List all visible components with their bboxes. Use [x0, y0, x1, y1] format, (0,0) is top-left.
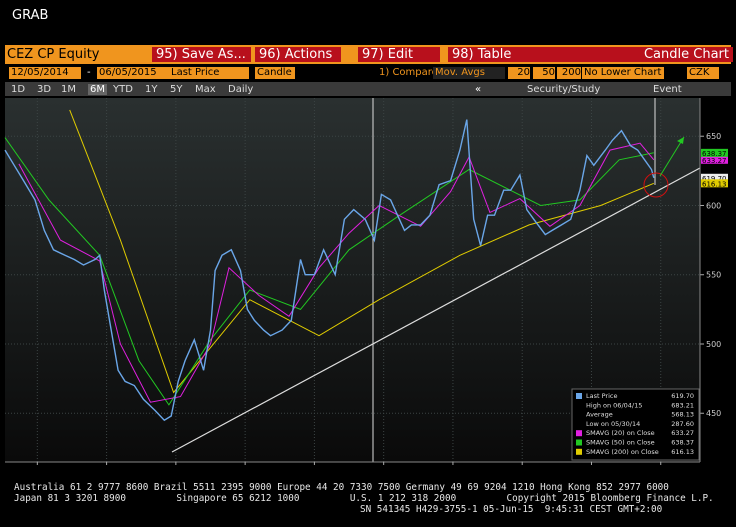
chart: 450500550600650MarJunSepDecMarJunSepDecM… — [4, 98, 728, 465]
tab[interactable]: 3D — [37, 84, 52, 95]
window-title: GRAB — [12, 8, 49, 23]
trend-line — [171, 167, 701, 453]
ma-field[interactable]: 20 — [508, 67, 530, 79]
ma-field[interactable]: 200 — [557, 67, 581, 79]
stat-label: Low on 05/30/14 — [586, 420, 640, 428]
value-badge — [701, 155, 728, 164]
menu-button[interactable]: 96) Actions — [255, 47, 341, 62]
value-badge-label: 638.37 — [702, 150, 727, 158]
lower-chart[interactable]: No Lower Chart — [582, 67, 664, 79]
chart-name: Candle Chart — [525, 47, 733, 62]
y-tick-label: 650 — [706, 132, 721, 141]
footer-line: SN 541345 H429-3755-1 05-Jun-15 9:45:31 … — [360, 504, 663, 515]
settings-bar: 12/05/2014 - 06/05/2015 Last Price Candl… — [5, 66, 731, 80]
legend-label: SMAVG (20) on Close — [586, 429, 655, 437]
y-tick-label: 600 — [706, 201, 721, 210]
stat-value: 568.13 — [671, 411, 694, 419]
series-line — [4, 119, 655, 422]
tab[interactable]: 6M — [88, 84, 107, 95]
legend-swatch — [576, 393, 582, 399]
menu-button[interactable]: 95) Save As... — [152, 47, 251, 62]
style-select[interactable]: Candle — [255, 67, 295, 79]
value-badge — [701, 148, 728, 157]
field-select[interactable]: Last Price — [169, 67, 249, 79]
compare-button[interactable]: 1) Compare — [379, 67, 438, 78]
tab-bar: 1D 3D 1M 6M YTD 1Y 5Y Max Daily « Security/Study… — [5, 82, 731, 96]
legend-swatch — [576, 430, 582, 437]
tab[interactable]: Daily — [228, 84, 254, 95]
stat-label: High on 06/04/15 — [586, 401, 642, 409]
study-button[interactable]: Security/Study — [527, 84, 601, 95]
legend-box — [571, 388, 700, 461]
y-tick-label: 450 — [706, 409, 721, 418]
legend-label: SMAVG (50) on Close — [586, 439, 655, 447]
legend-value: 616.13 — [671, 448, 694, 456]
mov-avgs[interactable]: Mov. Avgs — [433, 67, 505, 79]
value-badge-label: 619.70 — [702, 175, 727, 183]
series-line — [69, 109, 654, 394]
footer-line: Australia 61 2 9777 8600 Brazil 5511 239… — [14, 482, 669, 493]
legend-value: 638.37 — [671, 439, 694, 447]
stat-value: 683.21 — [671, 401, 694, 409]
legend-value: 619.70 — [671, 392, 694, 400]
event-button[interactable]: Event — [653, 84, 682, 95]
series-line — [18, 142, 655, 403]
stat-value: 287.60 — [671, 420, 694, 428]
legend-swatch — [576, 439, 582, 446]
menu-button[interactable]: 97) Edit — [358, 47, 440, 62]
arrow-head — [677, 137, 684, 144]
footer-line: Japan 81 3 3201 8900 Singapore 65 6212 1… — [14, 493, 714, 504]
y-tick-label: 500 — [706, 340, 721, 349]
date-dash: - — [87, 67, 91, 78]
legend-label: Last Price — [586, 392, 617, 400]
tab[interactable]: YTD — [113, 84, 133, 95]
security-field[interactable]: CEZ CP Equity — [7, 47, 100, 62]
value-badge — [701, 173, 728, 182]
legend-label: SMAVG (200) on Close — [586, 448, 659, 456]
y-tick-label: 550 — [706, 271, 721, 280]
start-date[interactable]: 12/05/2014 — [9, 67, 81, 79]
value-badge-label: 633.27 — [702, 157, 727, 165]
series-line — [4, 137, 654, 406]
ma-field[interactable]: 50 — [533, 67, 555, 79]
legend-value: 633.27 — [671, 429, 694, 437]
legend-swatch — [576, 448, 582, 455]
stat-label: Average — [586, 411, 613, 419]
tab[interactable]: 1Y — [145, 84, 158, 95]
end-date[interactable]: 06/05/2015 — [97, 67, 169, 79]
toolbar: CEZ CP Equity 95) Save As... 96) Actions… — [5, 45, 733, 64]
tab[interactable]: Max — [195, 84, 216, 95]
menu-button[interactable]: 98) Table — [448, 47, 525, 62]
highlight-circle — [643, 172, 669, 198]
tab[interactable]: 1D — [11, 84, 26, 95]
nav-button[interactable]: « — [475, 84, 482, 95]
value-badge — [701, 179, 728, 188]
arrow — [659, 136, 685, 177]
tab[interactable]: 5Y — [170, 84, 183, 95]
currency[interactable]: CZK — [687, 67, 719, 79]
tab[interactable]: 1M — [61, 84, 76, 95]
value-badge-label: 616.13 — [702, 180, 727, 188]
